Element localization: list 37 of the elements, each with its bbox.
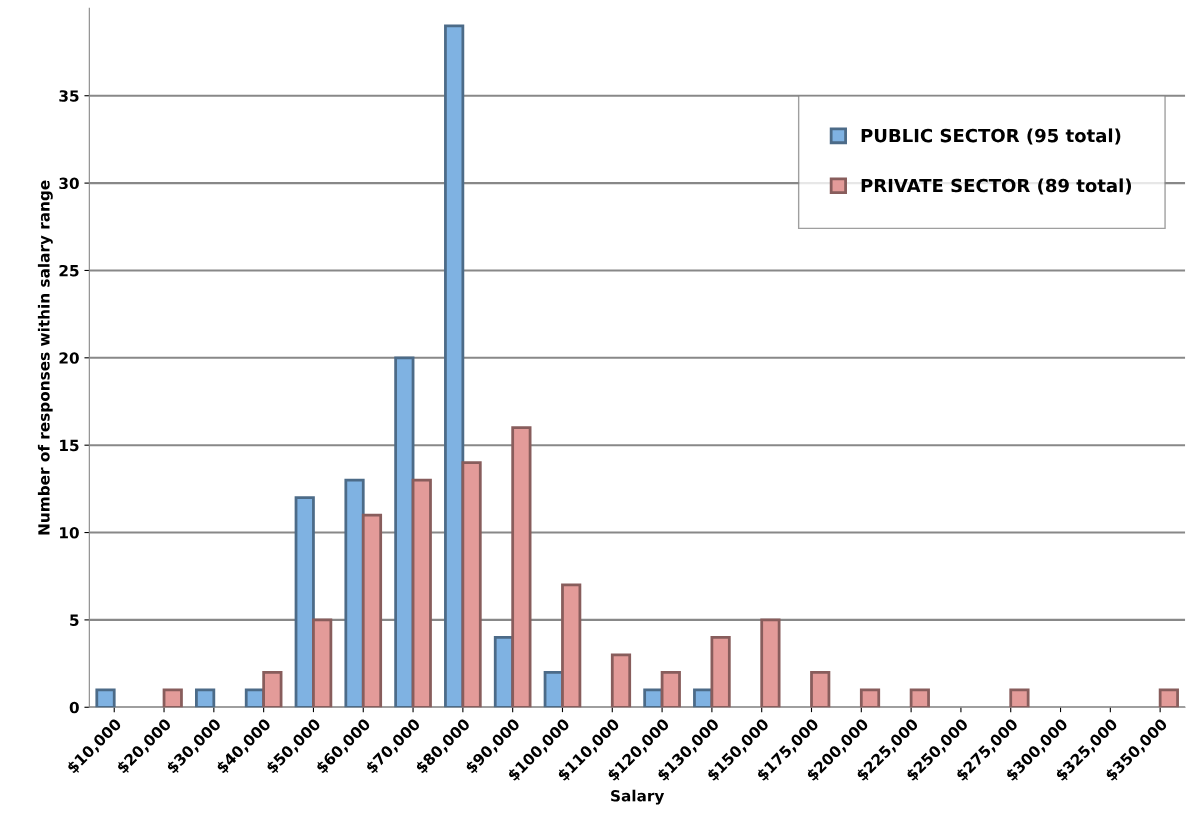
bar — [810, 670, 831, 708]
bar — [859, 688, 881, 708]
bar — [693, 688, 714, 708]
x-axis-title: Salary — [611, 789, 665, 805]
bar — [561, 583, 582, 708]
y-tick-label: 30 — [59, 177, 79, 190]
bar — [294, 496, 315, 708]
y-tick-label: 0 — [69, 701, 79, 714]
bar — [394, 356, 415, 708]
legend-label: PRIVATE SECTOR (89 total) — [861, 178, 1132, 195]
bar — [95, 688, 116, 708]
bar — [411, 478, 432, 708]
y-tick-label: 35 — [59, 90, 79, 102]
bar — [760, 618, 781, 708]
bar — [195, 688, 216, 708]
y-tick-label: 15 — [60, 439, 79, 452]
y-tick-label: 20 — [59, 352, 79, 364]
legend-label: PUBLIC SECTOR (95 total) — [861, 128, 1121, 145]
y-tick-label: 25 — [59, 264, 79, 277]
bar — [162, 688, 183, 708]
bar — [444, 24, 465, 708]
bar — [643, 688, 664, 708]
bar — [1009, 688, 1030, 708]
y-axis-title: Number of responses within salary range — [37, 180, 53, 535]
bar — [312, 618, 333, 708]
bar — [1158, 688, 1179, 708]
bar — [461, 461, 482, 708]
bar — [344, 478, 365, 708]
bar — [511, 426, 532, 708]
bar — [610, 653, 632, 708]
y-tick-label: 5 — [70, 614, 79, 626]
bar — [909, 688, 930, 708]
bar — [262, 670, 283, 708]
bar — [660, 670, 681, 708]
bar — [361, 513, 383, 708]
y-tick-label: 10 — [60, 527, 79, 539]
bar — [710, 635, 731, 708]
